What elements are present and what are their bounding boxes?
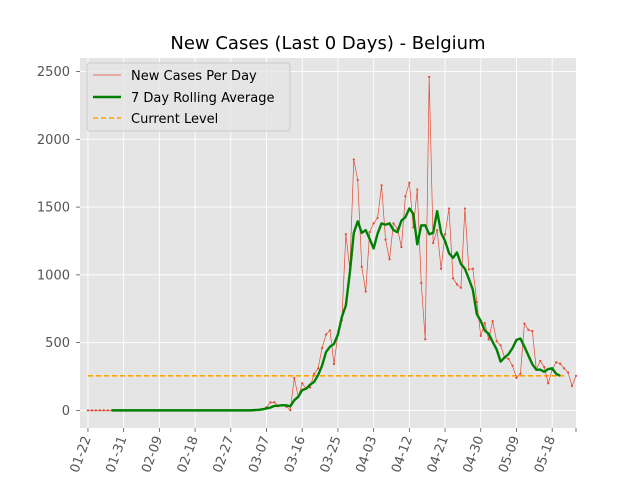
daily-cases-point	[301, 382, 304, 385]
daily-cases-point	[289, 409, 292, 412]
daily-cases-point	[574, 374, 578, 377]
daily-cases-point	[428, 75, 431, 79]
daily-cases-point	[408, 181, 411, 184]
daily-cases-point	[539, 359, 542, 363]
daily-cases-point	[94, 409, 97, 412]
daily-cases-point	[555, 361, 558, 364]
daily-cases-point	[523, 322, 526, 325]
daily-cases-point	[467, 268, 470, 271]
y-tick-label: 1500	[37, 201, 70, 216]
daily-cases-point	[570, 384, 574, 388]
y-tick-label: 2500	[37, 65, 70, 80]
daily-cases-point	[451, 277, 455, 280]
daily-cases-point	[372, 222, 375, 225]
daily-cases-point	[499, 344, 502, 347]
daily-cases-point	[491, 319, 494, 323]
daily-cases-point	[313, 372, 316, 375]
daily-cases-point	[479, 334, 482, 337]
daily-cases-point	[384, 238, 387, 241]
y-tick-label: 1000	[37, 268, 70, 283]
daily-cases-point	[447, 207, 451, 210]
legend: New Cases Per Day 7 Day Rolling Average …	[86, 62, 291, 132]
daily-cases-point	[368, 231, 371, 234]
daily-cases-point	[432, 241, 435, 245]
legend-label-daily: New Cases Per Day	[131, 69, 257, 84]
daily-cases-point	[543, 365, 546, 369]
daily-cases-point	[392, 222, 395, 225]
chart-title: New Cases (Last 0 Days) - Belgium	[170, 33, 485, 54]
daily-cases-point	[320, 346, 324, 350]
daily-cases-point	[475, 300, 478, 304]
daily-cases-point	[86, 409, 90, 412]
daily-cases-point	[547, 382, 550, 385]
daily-cases-point	[269, 401, 272, 404]
daily-cases-point	[471, 267, 474, 270]
daily-cases-point	[443, 233, 447, 236]
daily-cases-point	[487, 338, 490, 341]
rolling-average-line	[111, 207, 561, 412]
daily-cases-point	[566, 371, 570, 374]
daily-cases-point	[459, 286, 463, 289]
y-tick-label: 2000	[37, 133, 70, 148]
daily-cases-point	[439, 267, 443, 270]
daily-cases-point	[98, 409, 101, 412]
daily-cases-point	[352, 158, 355, 161]
daily-cases-point	[436, 229, 439, 232]
daily-cases-point	[483, 321, 486, 325]
daily-cases-point	[416, 188, 419, 191]
daily-cases-point	[495, 340, 498, 343]
daily-cases-point	[106, 409, 109, 412]
daily-cases-point	[424, 338, 427, 341]
daily-cases-point	[420, 281, 423, 285]
daily-cases-point	[380, 184, 383, 187]
daily-cases-point	[400, 245, 403, 249]
legend-label-rolling: 7 Day Rolling Average	[131, 91, 274, 106]
daily-cases-point	[527, 328, 530, 331]
y-tick-label: 0	[62, 404, 70, 419]
daily-cases-point	[507, 357, 510, 360]
daily-cases-point	[376, 216, 379, 220]
daily-cases-point	[511, 364, 514, 367]
daily-cases-point	[328, 329, 332, 332]
daily-cases-point	[515, 376, 518, 379]
daily-cases-point	[455, 283, 459, 286]
daily-cases-point	[273, 401, 276, 404]
daily-cases-point	[364, 290, 367, 293]
daily-cases-point	[293, 376, 296, 379]
daily-cases-point	[519, 372, 522, 375]
legend-label-current: Current Level	[131, 112, 218, 127]
daily-cases-point	[404, 195, 407, 198]
daily-cases-point	[332, 362, 336, 366]
legend-frame	[86, 62, 291, 132]
daily-cases-point	[324, 333, 328, 336]
daily-cases-point	[388, 258, 391, 261]
daily-cases-point	[344, 233, 347, 236]
daily-cases-point	[360, 265, 363, 268]
daily-cases-point	[563, 367, 566, 370]
daily-cases-point	[559, 362, 562, 365]
daily-cases-point	[463, 207, 466, 210]
daily-cases-point	[316, 367, 320, 370]
daily-cases-point	[102, 409, 105, 412]
daily-cases-point	[531, 330, 534, 333]
daily-cases-point	[90, 409, 93, 412]
y-tick-label: 500	[45, 336, 70, 351]
daily-cases-point	[356, 178, 359, 182]
series-layer	[86, 75, 578, 412]
